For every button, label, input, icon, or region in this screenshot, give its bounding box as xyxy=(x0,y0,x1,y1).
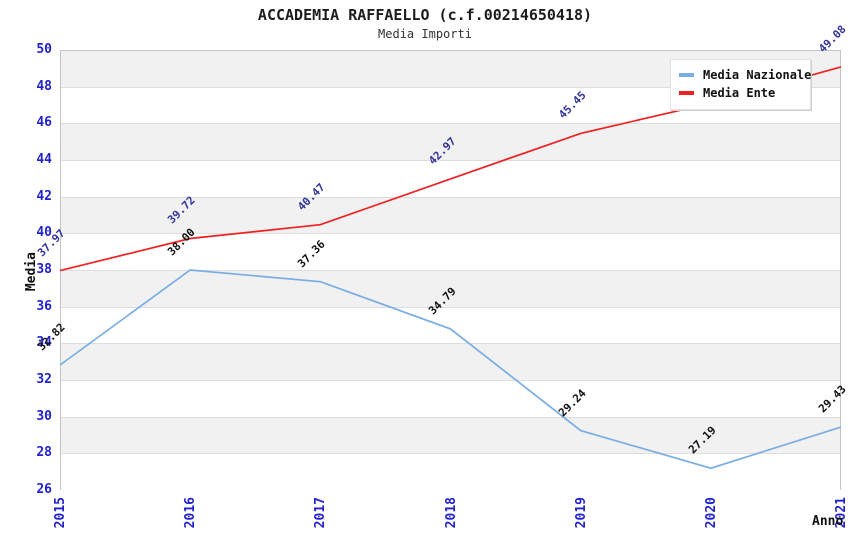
y-tick-label: 38 xyxy=(36,262,52,277)
grid-band xyxy=(61,417,840,455)
grid-band xyxy=(61,381,840,418)
x-tick-label: 2019 xyxy=(573,497,589,529)
y-tick-label: 26 xyxy=(36,482,52,497)
gridline xyxy=(61,306,840,308)
chart-subtitle: Media Importi xyxy=(378,27,472,41)
grid-band xyxy=(61,454,840,491)
gridline xyxy=(61,233,840,235)
grid-band xyxy=(61,161,840,198)
y-tick-label: 40 xyxy=(36,225,52,241)
plot-area xyxy=(60,50,841,491)
legend-item: Media Ente xyxy=(679,85,802,101)
legend-item: Media Nazionale xyxy=(679,67,811,83)
grid-band xyxy=(61,344,840,381)
y-tick-label: 30 xyxy=(36,408,52,424)
y-tick-label: 28 xyxy=(36,445,52,461)
x-tick-label: 2016 xyxy=(183,497,199,529)
y-tick-label: 36 xyxy=(36,298,52,314)
legend-swatch-media-ente xyxy=(679,91,694,95)
legend-swatch-media-nazionale xyxy=(679,73,694,77)
gridline xyxy=(61,416,840,418)
gridline xyxy=(61,160,840,161)
chart-title: ACCADEMIA RAFFAELLO (c.f.00214650418) xyxy=(257,6,593,24)
y-axis-title: Media xyxy=(24,252,39,292)
gridline xyxy=(61,343,840,345)
legend-label: Media Ente xyxy=(703,86,776,100)
y-tick-label: 44 xyxy=(36,152,52,167)
x-tick-label: 2020 xyxy=(703,497,719,529)
y-tick-label: 50 xyxy=(36,42,52,57)
x-axis-title: Anno xyxy=(812,514,844,529)
gridline xyxy=(61,453,840,455)
y-tick-label: 48 xyxy=(36,78,52,94)
y-tick-label: 32 xyxy=(36,372,52,387)
legend: Media Nazionale Media Ente xyxy=(670,59,811,110)
y-tick-label: 34 xyxy=(36,335,52,351)
gridline xyxy=(61,123,840,125)
grid-band xyxy=(61,307,840,345)
gridline xyxy=(61,380,840,381)
y-tick-label: 46 xyxy=(36,115,52,131)
x-tick-label: 2017 xyxy=(313,497,329,529)
y-tick-label: 42 xyxy=(36,188,52,204)
gridline xyxy=(61,196,840,198)
x-tick-label: 2015 xyxy=(53,497,68,529)
gridline xyxy=(61,270,840,271)
x-tick-label: 2018 xyxy=(443,497,459,529)
legend-label: Media Nazionale xyxy=(703,68,812,82)
